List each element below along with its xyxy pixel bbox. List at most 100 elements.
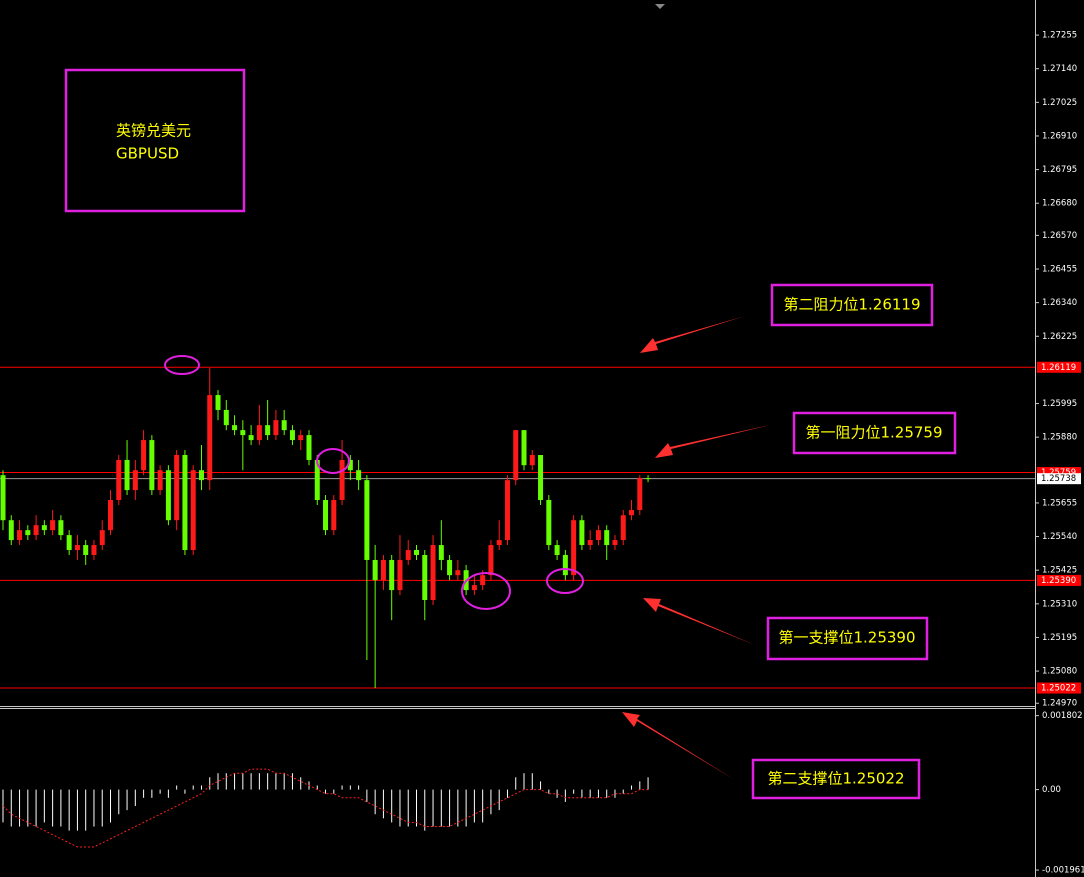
symbol-code: GBPUSD: [116, 145, 179, 163]
candle-body: [256, 425, 262, 441]
candle-body: [174, 454, 180, 521]
candle-body: [50, 520, 56, 531]
y-tick-label: 1.26340: [1042, 298, 1077, 308]
candle-body: [339, 459, 345, 501]
candle-body: [389, 559, 395, 591]
level-label: 1.25759: [1041, 468, 1076, 478]
candle-body: [471, 585, 477, 591]
candle-body: [215, 395, 221, 410]
candle-body: [91, 545, 97, 555]
plot-area: [0, 366, 1035, 848]
candle-body: [414, 550, 419, 555]
candle-body: [529, 454, 535, 466]
candle-body: [488, 545, 494, 576]
candle-body: [74, 545, 80, 551]
candle-body: [604, 530, 610, 546]
y-tick-label: 1.25655: [1042, 498, 1077, 508]
candle-body: [265, 425, 271, 436]
candle-body: [356, 470, 362, 481]
candle-body: [83, 545, 89, 555]
highlight-circle: [461, 572, 511, 610]
candle-body: [364, 480, 370, 560]
annotation: 第一支撑位1.25390: [778, 629, 915, 647]
candle-body: [521, 430, 527, 466]
candle-body: [645, 478, 651, 480]
candle-body: [58, 520, 64, 536]
arrow: [622, 712, 735, 780]
candle-body: [587, 540, 593, 546]
candle-body: [17, 530, 23, 541]
y-tick-label: 1.25310: [1042, 599, 1077, 609]
y-tick-label: 1.25195: [1042, 633, 1077, 643]
annotation-box: [792, 411, 957, 455]
arrow: [643, 598, 755, 645]
level-label: 1.25022: [1041, 684, 1076, 694]
annotation-box: [766, 616, 929, 661]
candle-body: [447, 559, 453, 576]
candle-body: [314, 459, 320, 501]
candle-body: [422, 554, 428, 601]
candle-body: [372, 559, 378, 581]
level-label: 1.26119: [1041, 363, 1076, 373]
candle-body: [438, 545, 444, 560]
candle-body: [8, 520, 14, 541]
arrows: [622, 316, 770, 780]
candle-body: [323, 500, 329, 531]
y-tick-label: 1.26570: [1042, 231, 1077, 241]
y-tick-label: 1.27255: [1042, 31, 1077, 41]
highlight-circle: [164, 355, 200, 375]
signal-line: [2, 768, 649, 848]
candle-body: [380, 559, 386, 581]
y-tick-label: 1.26225: [1042, 332, 1077, 342]
arrow: [655, 425, 770, 458]
level-tag: [1037, 574, 1081, 586]
y-tick-label: 1.25540: [1042, 532, 1077, 542]
candle-body: [182, 454, 188, 551]
candle-body: [108, 500, 114, 531]
candle-body: [33, 525, 39, 536]
candle-body: [612, 540, 618, 546]
candle-body: [116, 459, 122, 501]
candle-body: [273, 420, 279, 436]
candle-body: [248, 435, 254, 441]
level-label: 1.25390: [1041, 576, 1076, 586]
annotation-box: [770, 283, 934, 327]
highlight-circles: [164, 355, 584, 610]
candle-body: [289, 430, 295, 441]
y-tick-label: 1.25425: [1042, 566, 1077, 576]
candle-body: [157, 470, 163, 491]
y-tick-label: 1.27025: [1042, 98, 1077, 108]
candle-body: [571, 520, 577, 576]
candle-body: [546, 500, 552, 546]
y-tick-label: 1.25880: [1042, 433, 1077, 443]
candle-body: [207, 395, 213, 481]
candle-body: [124, 459, 130, 491]
arrow: [640, 316, 745, 353]
highlight-circle: [546, 568, 584, 594]
y-tick-label: 0.00: [1042, 785, 1061, 795]
candle-body: [331, 500, 337, 531]
highlight-circle: [316, 448, 350, 474]
candle-body: [405, 550, 411, 560]
annotation: 第二阻力位1.26119: [783, 296, 920, 314]
candle-body: [430, 545, 436, 601]
candle-body: [141, 440, 147, 471]
candle-body: [455, 570, 461, 576]
candle-body: [513, 430, 519, 481]
candle-body: [41, 525, 47, 531]
y-tick-label: 1.26910: [1042, 131, 1077, 141]
annotation-box: [751, 758, 921, 800]
candle-body: [66, 535, 72, 551]
level-tag: [1037, 361, 1081, 373]
symbol-title: 英镑兑美元: [116, 122, 191, 140]
candle-body: [190, 470, 196, 551]
annotation: 第一阻力位1.25759: [805, 424, 942, 442]
candle-body: [25, 530, 31, 536]
level-tag: [1037, 467, 1081, 479]
y-tick-label: 0.001802: [1042, 711, 1083, 721]
y-tick-label: 1.25080: [1042, 667, 1077, 677]
candle-body: [595, 530, 601, 541]
shift-marker: [655, 4, 665, 9]
